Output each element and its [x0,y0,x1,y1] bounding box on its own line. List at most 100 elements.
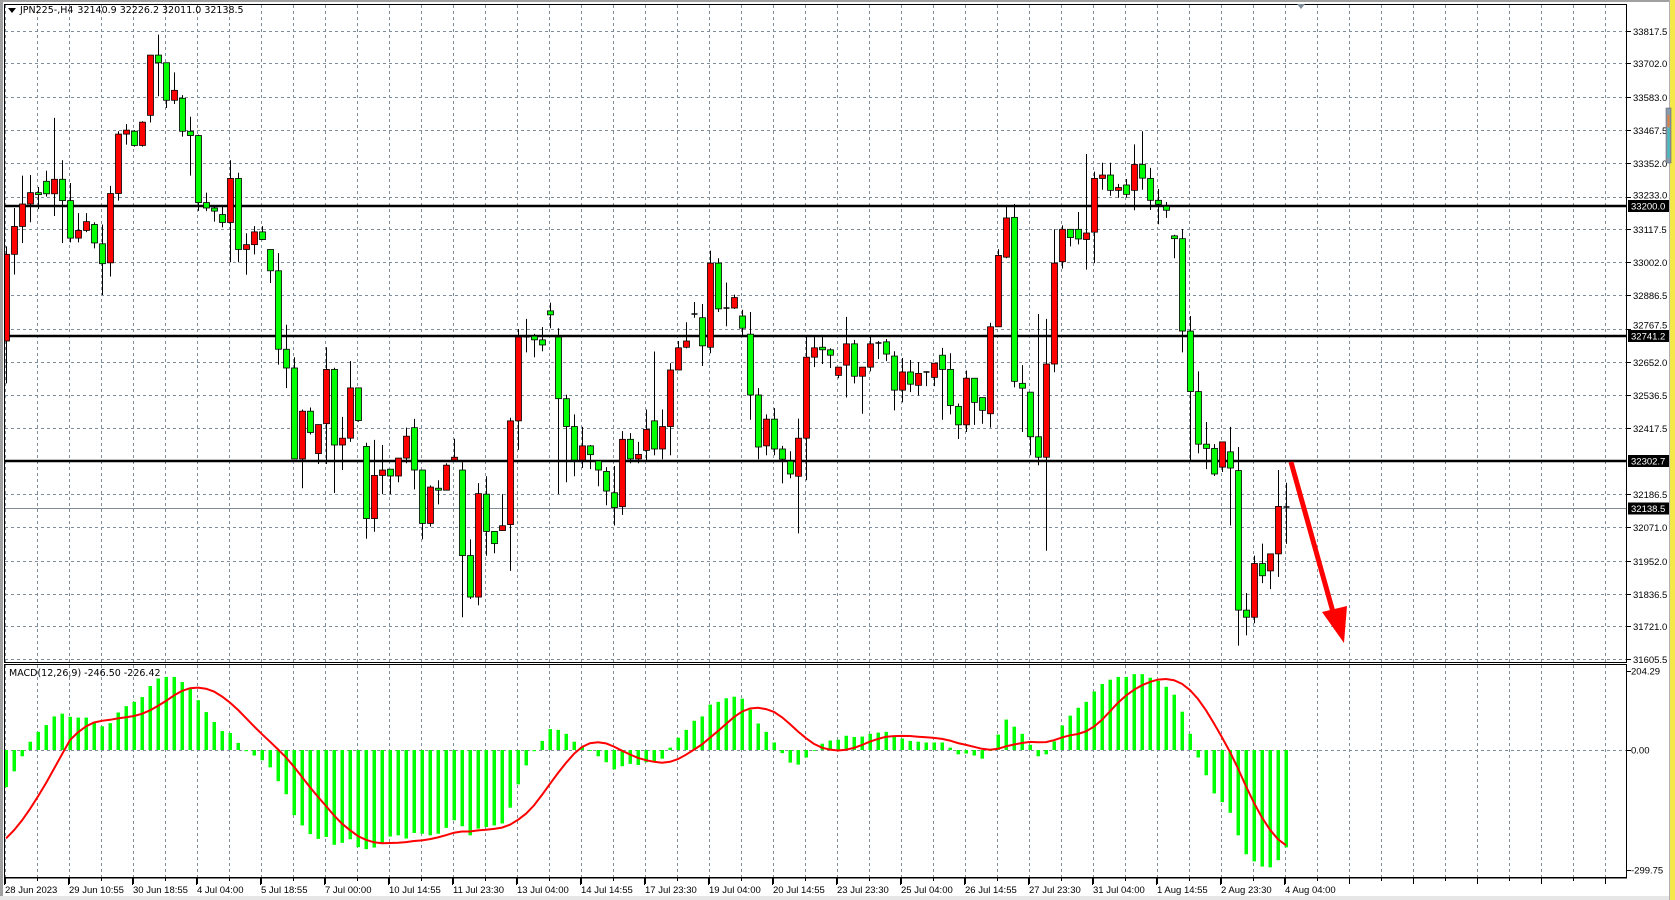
candle [1235,447,1242,646]
macd-bar [100,726,104,750]
candle [35,186,42,210]
candle-body [139,121,146,146]
time-label: 27 Jul 23:30 [1029,885,1081,896]
macd-bar [1276,750,1280,861]
candle-body [955,405,962,426]
price-tick-label: 31605.5 [1633,655,1667,666]
macd-bar [1284,750,1288,848]
macd-bar [292,750,296,816]
macd-bar [1100,684,1104,750]
macd-bar [708,704,712,750]
macd-bar [844,735,848,750]
candle-body [827,349,834,356]
candle [851,339,858,384]
macd-bar [852,736,856,750]
macd-bar [340,750,344,843]
macd-bar [20,750,24,757]
candle-body [227,178,234,223]
candle-body [459,469,466,556]
candle-body [851,343,858,377]
candle-body [603,471,610,492]
time-label: 10 Jul 14:55 [389,885,441,896]
candle [291,357,298,460]
macd-bar [948,747,952,750]
macd-bar [884,731,888,750]
macd-bar [204,712,208,750]
candle [1083,153,1090,270]
candle [731,294,738,309]
candle [435,480,442,505]
macd-axis[interactable]: 204.29 0.00 -299.75 [1627,667,1663,877]
macd-bar [500,750,504,824]
candle [187,116,194,176]
macd-bar [964,750,968,754]
candle [963,370,970,432]
chart-shift-marker-icon[interactable] [1297,4,1305,9]
macd-bar [772,742,776,750]
macd-bar [484,750,488,828]
time-label: 23 Jul 23:30 [837,885,889,896]
candle-body [619,438,626,508]
candle-body [579,445,586,461]
price-tick-label: 33583.0 [1633,93,1667,104]
main-grid [5,5,1627,662]
candle-body [1107,174,1114,191]
time-label: 4 Jul 04:00 [197,885,243,896]
candle [195,134,202,211]
macd-bar [1132,674,1136,750]
candle-body [379,469,386,476]
candle-body [91,224,98,244]
time-axis[interactable]: 28 Jun 2023 29 Jun 10:55 30 Jun 18:55 4 Jul… [4,877,1627,896]
candle [827,348,834,368]
candle [867,337,874,372]
candle [51,117,58,216]
candle-body [1027,391,1034,438]
price-tick-label: 33817.5 [1633,27,1667,38]
candle-body [883,341,890,355]
macd-bar [556,729,560,750]
macd-bar [1180,711,1184,750]
macd-bar [684,729,688,750]
candle [467,539,474,600]
macd-bar [356,750,360,848]
window-bottom-border [0,896,1675,900]
candle [891,351,898,411]
macd-bar [148,686,152,750]
macd-bar [452,750,456,821]
candle-body [643,428,650,451]
macd-bar [28,741,32,750]
candle-body [59,178,66,202]
price-tick-label: 33702.0 [1633,59,1667,70]
candle-body [195,135,202,203]
candle-body [251,231,258,246]
macd-bar [228,733,232,750]
price-axis[interactable]: 33817.5 33702.0 33583.0 33467.5 33352.0 33233… [1627,27,1669,666]
current-price-label: 32138.5 [1631,504,1665,515]
price-scale-scrollbar[interactable] [1665,107,1672,164]
candle-body [1003,217,1010,258]
candle [403,427,410,464]
macd-bar [644,750,648,763]
candle-body [291,367,298,460]
candle-body [1195,391,1202,445]
candle-body [547,310,554,316]
candle [1203,421,1210,470]
macd-bar [348,750,352,840]
candle-body [659,426,666,450]
candle [1043,318,1050,551]
candle-body [475,493,482,598]
candle [171,72,178,104]
macd-bar [388,750,392,837]
candle-body [939,354,946,370]
macd-bar [1164,686,1168,750]
macd-bar [564,733,568,750]
candle [11,207,18,275]
macd-bar [276,750,280,782]
candle-body [595,460,602,471]
candle-body [971,377,978,403]
candle [1123,179,1130,198]
trend-arrow[interactable] [1288,461,1347,643]
header-dropdown-icon[interactable] [8,8,16,13]
price-tick-label: 32071.0 [1633,523,1667,534]
